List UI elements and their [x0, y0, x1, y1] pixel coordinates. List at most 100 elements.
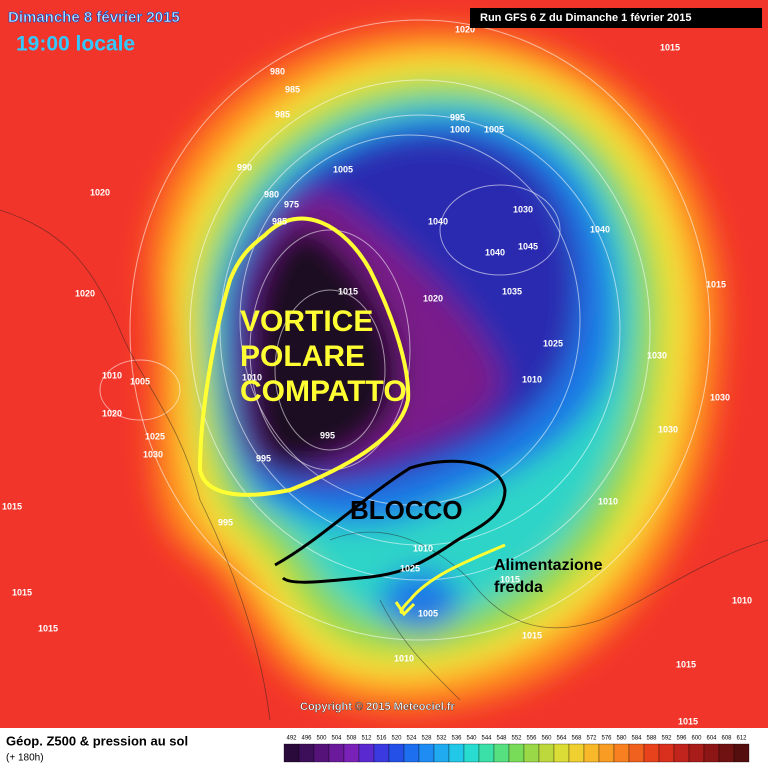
isobar-label: 980 — [270, 66, 285, 76]
isobar-label: 1015 — [706, 279, 726, 289]
legend-swatch — [598, 743, 615, 763]
legend-swatch — [478, 743, 495, 763]
legend-swatch — [613, 743, 630, 763]
legend-level: 608 — [721, 736, 732, 742]
legend-swatch — [463, 743, 480, 763]
feed-annotation: Alimentazione — [494, 557, 603, 574]
isobar-label: 1010 — [732, 595, 752, 605]
isobar-label: 1015 — [522, 630, 542, 640]
isobar-label: 995 — [450, 112, 465, 122]
date-label: Dimanche 8 février 2015 — [8, 9, 180, 26]
legend-level: 496 — [301, 736, 312, 742]
annotation-line: COMPATTO — [240, 375, 407, 408]
legend-swatch — [523, 743, 540, 763]
legend-swatch — [298, 743, 315, 763]
legend-swatch — [568, 743, 585, 763]
block-outline — [274, 459, 507, 584]
isobar-label: 1010 — [413, 543, 433, 553]
legend-level: 552 — [511, 736, 522, 742]
legend-level: 536 — [451, 736, 462, 742]
legend-level: 560 — [541, 736, 552, 742]
vortex-outline — [197, 216, 411, 497]
legend-swatch — [373, 743, 390, 763]
isobar-label: 1015 — [676, 659, 696, 669]
isobar-label: 1025 — [400, 563, 420, 573]
time-label: 19:00 locale — [16, 33, 135, 56]
isobar-label: 1020 — [423, 293, 443, 303]
isobar-label: 980 — [264, 189, 279, 199]
isobar-label: 1040 — [485, 247, 505, 257]
legend-swatch — [703, 743, 720, 763]
isobar-label: 1020 — [75, 288, 95, 298]
isobar-label: 1005 — [418, 608, 438, 618]
block-annotation: BLOCCO — [350, 495, 463, 525]
legend-swatch — [418, 743, 435, 763]
isobar-label: 1005 — [130, 376, 150, 386]
legend-level: 576 — [601, 736, 612, 742]
legend-swatch — [328, 743, 345, 763]
isobar-label: 1010 — [394, 653, 414, 663]
legend-swatch — [718, 743, 735, 763]
isobar-label: 1045 — [518, 241, 538, 251]
isobars — [99, 19, 711, 641]
legend-swatch — [433, 743, 450, 763]
legend-level: 524 — [406, 736, 417, 742]
annotation-line: POLARE — [240, 340, 365, 373]
isobar-label: 985 — [285, 84, 300, 94]
legend-level: 600 — [691, 736, 702, 742]
isobar-label: 1010 — [242, 372, 262, 382]
legend-level: 504 — [331, 736, 342, 742]
isobar-label: 1015 — [500, 574, 520, 584]
legend-level: 492 — [286, 736, 297, 742]
legend-swatch — [358, 743, 375, 763]
legend-swatch — [733, 743, 750, 763]
isobar-label: 1010 — [522, 374, 542, 384]
isobar-label: 1000 — [450, 124, 470, 134]
isobar-label: 1015 — [678, 716, 698, 726]
legend-level: 548 — [496, 736, 507, 742]
isobar-label: 1015 — [12, 587, 32, 597]
isobar-label: 990 — [237, 162, 252, 172]
legend-level: 572 — [586, 736, 597, 742]
legend-swatch — [553, 743, 570, 763]
isobar-label: 1030 — [647, 350, 667, 360]
legend-level: 556 — [526, 736, 537, 742]
legend-swatch — [283, 743, 300, 763]
isobar-label: 1030 — [143, 449, 163, 459]
isobar-label: 1040 — [590, 224, 610, 234]
legend-level: 520 — [391, 736, 402, 742]
run-label: Run GFS 6 Z du Dimanche 1 février 2015 — [480, 12, 692, 24]
isobar-label: 1020 — [455, 24, 475, 34]
legend-swatch — [688, 743, 705, 763]
footer-lead: (+ 180h) — [6, 753, 44, 764]
legend-level: 528 — [421, 736, 432, 742]
arrow-head — [394, 601, 416, 617]
isobar-label: 1015 — [660, 42, 680, 52]
isobar-label: 1020 — [102, 408, 122, 418]
legend-swatch — [313, 743, 330, 763]
legend-swatch — [493, 743, 510, 763]
geopotential-field — [148, 27, 723, 711]
legend-level: 596 — [676, 736, 687, 742]
legend-level: 508 — [346, 736, 357, 742]
legend-swatch — [538, 743, 555, 763]
isobar-label: 1030 — [710, 392, 730, 402]
legend-level: 512 — [361, 736, 372, 742]
isobar-label: 985 — [272, 216, 287, 226]
footer-title: Géop. Z500 & pression au sol — [6, 733, 188, 748]
isobar-label: 1010 — [102, 370, 122, 380]
legend-swatch — [673, 743, 690, 763]
isobar-label: 1015 — [2, 501, 22, 511]
legend-swatch — [658, 743, 675, 763]
color-legend: 492 496 500 504 508 512 516 520 524 528 532 536 540 5… — [283, 736, 750, 763]
isobar-label: 1030 — [658, 424, 678, 434]
coastlines — [0, 209, 768, 721]
isobar-label: 1015 — [38, 623, 58, 633]
isobar-label: 1035 — [502, 286, 522, 296]
legend-level: 564 — [556, 736, 567, 742]
isobar-label: 985 — [275, 109, 290, 119]
legend-swatch — [388, 743, 405, 763]
isobar-label: 1040 — [428, 216, 448, 226]
